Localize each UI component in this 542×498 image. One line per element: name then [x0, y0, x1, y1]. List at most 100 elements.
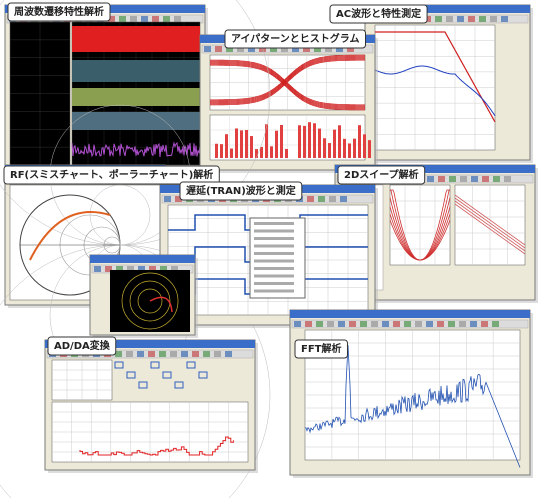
- histogram-bar: [343, 138, 346, 158]
- tool-icon: [281, 46, 288, 52]
- tool-icon: [448, 321, 455, 327]
- tool-icon: [479, 16, 486, 22]
- histogram-bar: [240, 130, 243, 158]
- tool-icon: [426, 321, 433, 327]
- tool-icon: [270, 46, 277, 52]
- histogram-bar: [260, 146, 263, 158]
- panel-label: 2Dスイープ解析: [344, 168, 419, 181]
- tool-icon: [437, 321, 444, 327]
- label-box: [47, 336, 117, 356]
- title-bar: [90, 255, 195, 263]
- tool-icon: [492, 321, 499, 327]
- digital-bit: [114, 361, 124, 369]
- eye-trace: [210, 54, 365, 101]
- tool-icon: [371, 321, 378, 327]
- eye-trace: [210, 61, 365, 108]
- tool-icon: [105, 266, 112, 272]
- menu-item: [254, 244, 294, 248]
- eye-trace: [210, 59, 365, 106]
- histogram-bar: [265, 124, 268, 158]
- tool-icon: [435, 16, 442, 22]
- menu-item: [254, 237, 294, 240]
- histogram-bar: [338, 125, 341, 158]
- tool-icon: [115, 351, 122, 357]
- tool-icon: [307, 196, 314, 202]
- sweep: [454, 197, 526, 249]
- histogram-bar: [225, 134, 228, 158]
- tool-icon: [175, 196, 182, 202]
- eye-trace: [210, 57, 365, 104]
- title-bar: [45, 340, 255, 348]
- digital-bit: [150, 361, 160, 369]
- label-box: [329, 4, 428, 24]
- tool-icon: [325, 46, 332, 52]
- tool-icon: [314, 46, 321, 52]
- sweep: [389, 219, 451, 261]
- tool-icon: [470, 321, 477, 327]
- label-box: [294, 339, 348, 359]
- tool-icon: [292, 46, 299, 52]
- histogram-bar: [275, 130, 278, 158]
- label-box: [7, 2, 111, 22]
- band: [72, 88, 200, 106]
- digital-bit: [174, 381, 184, 389]
- menu-item: [254, 222, 294, 225]
- sweep: [454, 194, 526, 246]
- label-box: [337, 165, 426, 185]
- tool-icon: [259, 46, 266, 52]
- histogram-bar: [313, 123, 316, 158]
- sweep: [454, 200, 526, 252]
- band: [72, 60, 200, 82]
- tool-icon: [237, 46, 244, 52]
- polar-ring: [121, 272, 179, 330]
- tool-icon: [127, 266, 134, 272]
- tool-icon: [119, 16, 126, 22]
- panel-label: 周波数遷移特性解析: [14, 5, 104, 18]
- histogram-bar: [303, 125, 306, 158]
- panel-label: FFT解析: [301, 342, 341, 355]
- tool-icon: [126, 351, 133, 357]
- polar-curve: [149, 296, 173, 313]
- tool-icon: [130, 16, 137, 22]
- eye-trace: [210, 58, 365, 105]
- tool-icon: [336, 46, 343, 52]
- histogram-bar: [358, 125, 361, 158]
- curve: [374, 65, 496, 117]
- staircase: [79, 436, 234, 456]
- tool-icon: [457, 16, 464, 22]
- panel-label: 遅延(TRAN)波形と測定: [186, 184, 296, 197]
- tool-icon: [340, 196, 347, 202]
- tool-icon: [493, 176, 500, 182]
- label-box: [3, 165, 220, 185]
- histogram-bar: [230, 148, 233, 158]
- histogram-bar: [280, 124, 283, 158]
- eye-trace: [210, 60, 365, 107]
- tool-icon: [316, 321, 323, 327]
- histogram-bar: [215, 143, 218, 158]
- tool-icon: [94, 266, 101, 272]
- menu-item: [254, 267, 294, 270]
- tool-icon: [305, 321, 312, 327]
- tool-icon: [226, 46, 233, 52]
- digital-bit: [126, 371, 136, 379]
- tool-icon: [294, 321, 301, 327]
- digital-bit: [162, 371, 172, 379]
- tool-icon: [471, 176, 478, 182]
- tool-icon: [393, 321, 400, 327]
- polar-ring: [137, 288, 163, 314]
- digital-bit: [198, 371, 208, 379]
- eye-trace: [210, 62, 365, 109]
- tool-icon: [171, 266, 178, 272]
- eye-trace: [210, 59, 365, 106]
- tool-icon: [382, 321, 389, 327]
- histogram-bar: [348, 143, 351, 158]
- menu-item: [254, 252, 294, 255]
- histogram-bar: [235, 128, 238, 158]
- histogram-bar: [323, 138, 326, 158]
- tool-icon: [347, 46, 354, 52]
- tool-icon: [427, 176, 434, 182]
- tool-icon: [504, 176, 511, 182]
- tool-icon: [303, 46, 310, 52]
- eye-trace: [210, 56, 365, 103]
